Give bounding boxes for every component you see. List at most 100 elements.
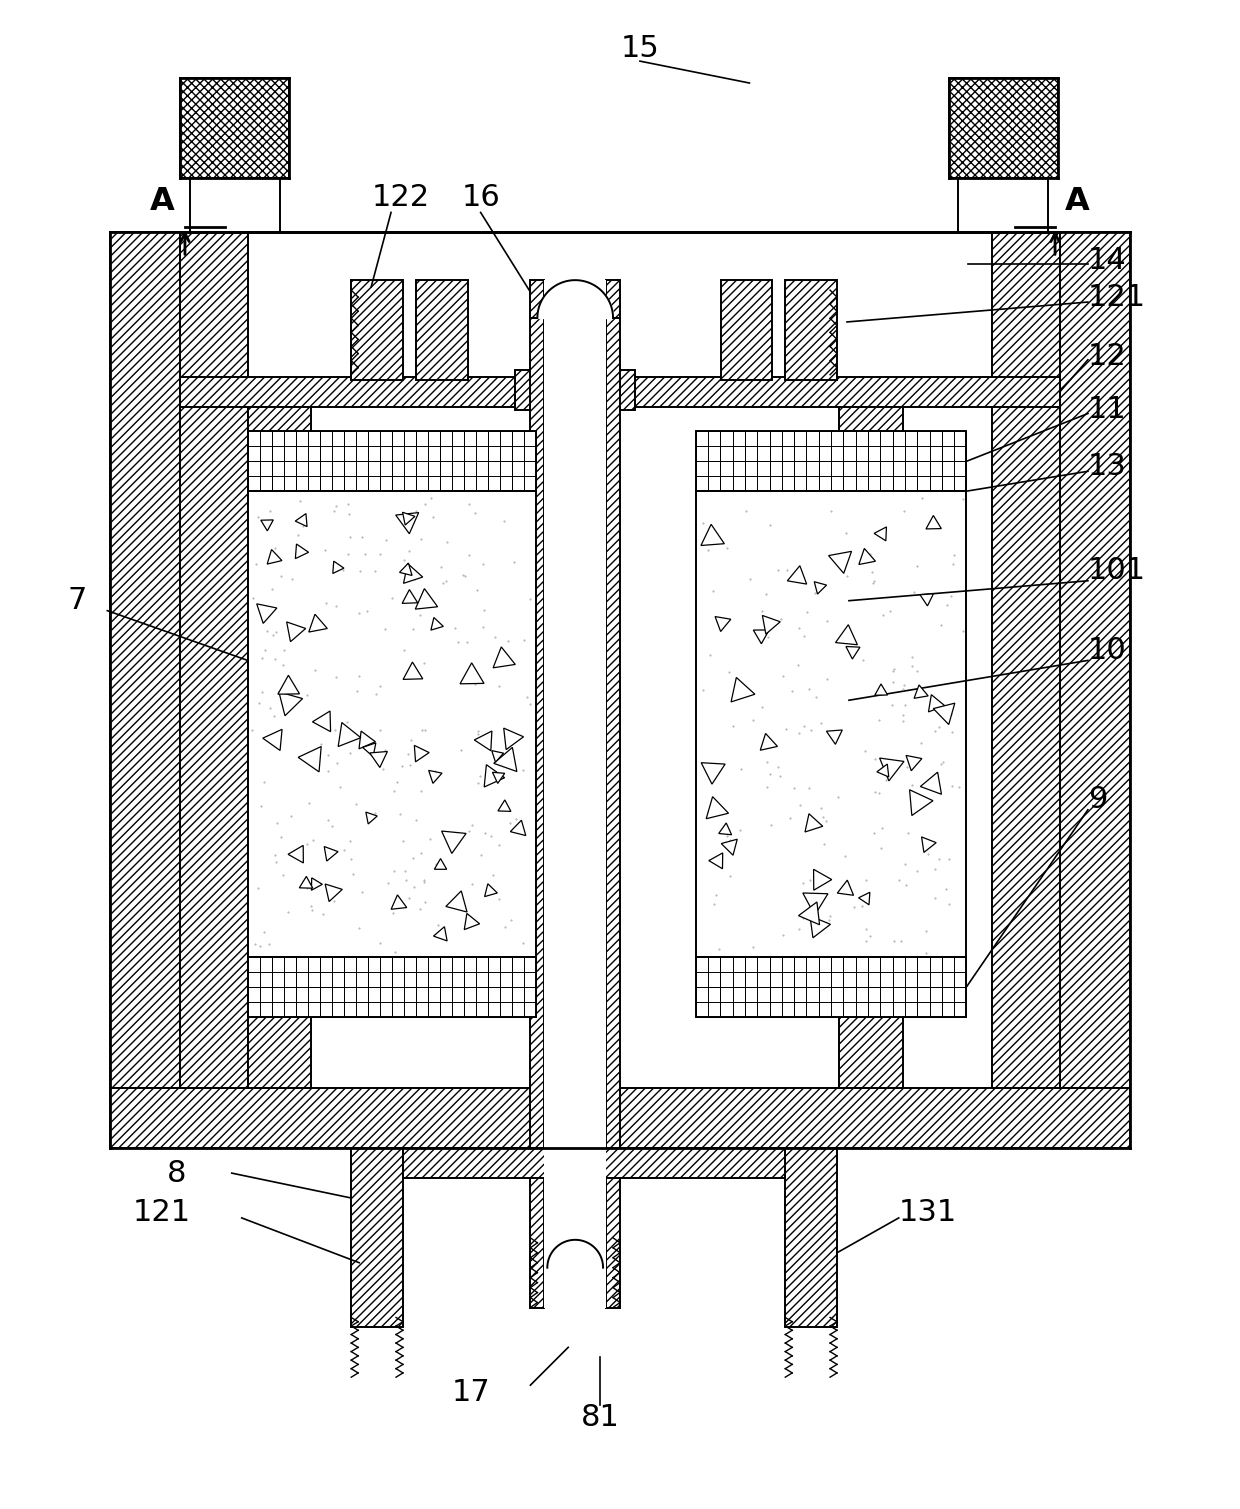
Text: 17: 17 bbox=[451, 1378, 490, 1406]
Polygon shape bbox=[910, 789, 932, 815]
Polygon shape bbox=[802, 893, 828, 914]
Text: A: A bbox=[150, 187, 175, 217]
Polygon shape bbox=[475, 730, 492, 750]
Text: 10: 10 bbox=[1087, 635, 1127, 665]
Polygon shape bbox=[715, 617, 730, 631]
Bar bbox=[949, 78, 1058, 178]
Bar bbox=[415, 281, 467, 380]
Polygon shape bbox=[446, 890, 467, 911]
Polygon shape bbox=[709, 853, 723, 869]
Text: 15: 15 bbox=[620, 33, 660, 63]
Polygon shape bbox=[787, 566, 807, 584]
Polygon shape bbox=[920, 595, 934, 607]
Text: A: A bbox=[1065, 187, 1090, 217]
Bar bbox=[696, 492, 966, 957]
Polygon shape bbox=[257, 604, 277, 623]
Polygon shape bbox=[926, 516, 941, 530]
Bar bbox=[110, 1088, 1130, 1148]
Polygon shape bbox=[494, 647, 516, 668]
Bar bbox=[903, 406, 992, 1088]
Polygon shape bbox=[403, 563, 423, 584]
Polygon shape bbox=[929, 694, 945, 712]
Polygon shape bbox=[288, 845, 304, 863]
Polygon shape bbox=[511, 821, 526, 836]
Polygon shape bbox=[859, 548, 875, 564]
Polygon shape bbox=[286, 622, 306, 641]
Bar bbox=[248, 492, 537, 957]
Polygon shape bbox=[399, 563, 412, 575]
Polygon shape bbox=[464, 913, 480, 930]
Polygon shape bbox=[920, 773, 941, 794]
Polygon shape bbox=[434, 927, 448, 942]
Polygon shape bbox=[414, 745, 429, 762]
Polygon shape bbox=[295, 545, 309, 558]
Polygon shape bbox=[278, 675, 300, 694]
Bar bbox=[248, 406, 311, 1088]
Polygon shape bbox=[722, 839, 738, 856]
Bar bbox=[696, 432, 966, 492]
Polygon shape bbox=[263, 729, 281, 750]
Polygon shape bbox=[701, 524, 724, 545]
Polygon shape bbox=[879, 758, 904, 780]
Polygon shape bbox=[874, 684, 888, 696]
Polygon shape bbox=[874, 527, 887, 540]
Bar bbox=[248, 957, 537, 1017]
Text: 13: 13 bbox=[1087, 451, 1127, 481]
Polygon shape bbox=[267, 549, 281, 564]
Bar bbox=[190, 178, 279, 232]
Polygon shape bbox=[366, 812, 377, 824]
Polygon shape bbox=[312, 711, 331, 732]
Polygon shape bbox=[485, 884, 497, 896]
Bar bbox=[351, 1148, 403, 1328]
Polygon shape bbox=[492, 773, 505, 783]
Polygon shape bbox=[325, 884, 342, 901]
Polygon shape bbox=[906, 756, 921, 771]
Polygon shape bbox=[732, 678, 755, 702]
Text: 121: 121 bbox=[133, 1198, 191, 1227]
Polygon shape bbox=[799, 902, 820, 925]
Polygon shape bbox=[370, 751, 387, 768]
Bar bbox=[248, 432, 537, 492]
Text: 81: 81 bbox=[580, 1402, 620, 1432]
Polygon shape bbox=[826, 730, 842, 744]
Polygon shape bbox=[858, 892, 869, 905]
Bar bbox=[403, 1148, 785, 1179]
Bar bbox=[785, 1148, 837, 1328]
Polygon shape bbox=[402, 590, 418, 604]
Polygon shape bbox=[415, 589, 438, 610]
Text: 11: 11 bbox=[1087, 395, 1127, 424]
Bar bbox=[110, 232, 180, 1088]
Polygon shape bbox=[434, 859, 446, 869]
Bar bbox=[959, 178, 1048, 232]
Polygon shape bbox=[813, 869, 832, 890]
Polygon shape bbox=[934, 703, 955, 724]
Polygon shape bbox=[805, 813, 823, 831]
Bar bbox=[696, 432, 966, 492]
Polygon shape bbox=[295, 513, 308, 527]
Polygon shape bbox=[815, 581, 827, 595]
Polygon shape bbox=[877, 764, 889, 777]
Bar bbox=[720, 281, 773, 380]
Bar bbox=[839, 406, 903, 1088]
Bar bbox=[1060, 232, 1130, 1088]
Text: 122: 122 bbox=[372, 183, 430, 211]
Text: 16: 16 bbox=[461, 183, 500, 211]
Polygon shape bbox=[914, 685, 929, 699]
Text: 8: 8 bbox=[167, 1159, 187, 1188]
Polygon shape bbox=[492, 750, 503, 762]
Polygon shape bbox=[339, 723, 361, 747]
Text: 9: 9 bbox=[1087, 785, 1107, 815]
Text: 7: 7 bbox=[68, 585, 87, 616]
Polygon shape bbox=[921, 837, 936, 853]
Text: 14: 14 bbox=[1087, 246, 1127, 275]
Bar bbox=[606, 281, 620, 1148]
Bar bbox=[351, 281, 403, 380]
Bar bbox=[531, 1148, 544, 1307]
Bar bbox=[531, 281, 544, 1148]
Bar bbox=[180, 232, 248, 1088]
Polygon shape bbox=[707, 797, 729, 819]
Polygon shape bbox=[279, 693, 303, 715]
Polygon shape bbox=[837, 880, 853, 895]
Polygon shape bbox=[429, 771, 441, 783]
Bar bbox=[992, 232, 1060, 1088]
